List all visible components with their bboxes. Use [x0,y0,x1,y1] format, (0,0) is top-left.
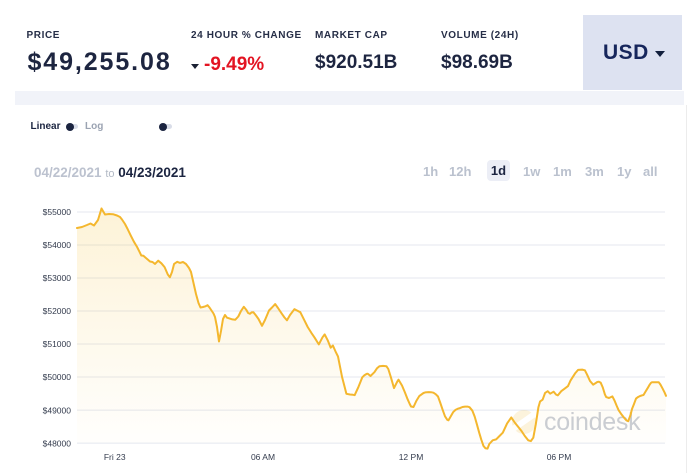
svg-text:$55000: $55000 [43,207,72,217]
svg-text:12 PM: 12 PM [399,452,424,462]
svg-text:Fri 23: Fri 23 [104,452,126,462]
svg-text:$53000: $53000 [43,273,72,283]
svg-text:$48000: $48000 [43,438,72,448]
svg-text:06 AM: 06 AM [251,452,275,462]
svg-text:$51000: $51000 [43,339,72,349]
svg-text:$49000: $49000 [43,405,72,415]
svg-text:$54000: $54000 [43,240,72,250]
svg-text:$50000: $50000 [43,372,72,382]
svg-text:$52000: $52000 [43,306,72,316]
svg-text:06 PM: 06 PM [547,452,572,462]
